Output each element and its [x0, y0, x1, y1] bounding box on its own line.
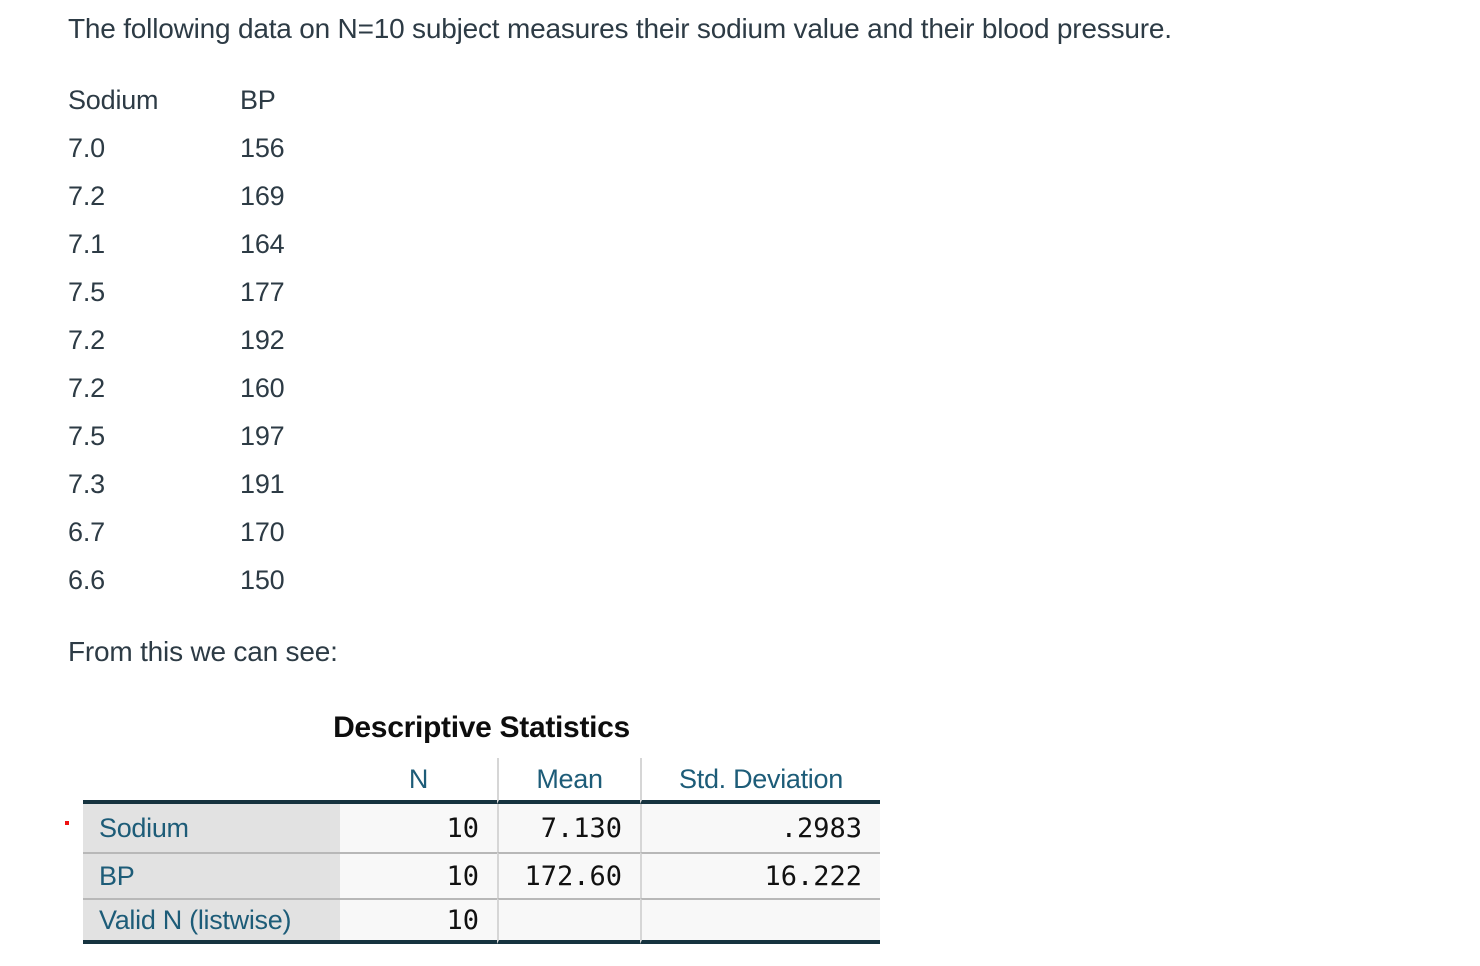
list-cell-bp: 169 — [240, 180, 285, 211]
stats-cell-mean: 172.60 — [497, 852, 640, 898]
stats-header-blank — [83, 758, 340, 804]
stats-table-title: Descriptive Statistics — [333, 711, 630, 744]
list-cell-sodium: 6.6 — [68, 564, 105, 595]
intro-text: The following data on N=10 subject measu… — [68, 13, 1172, 44]
stats-cell-n: 10 — [340, 852, 497, 898]
list-cell-bp: 170 — [240, 516, 285, 547]
list-cell-bp: 177 — [240, 276, 285, 307]
red-dot-marker — [65, 821, 69, 825]
list-header-bp: BP — [240, 84, 276, 115]
descriptive-statistics-block: Descriptive Statistics N Mean Std. Devia… — [83, 706, 880, 944]
list-cell-sodium: 7.2 — [68, 372, 105, 403]
list-cell-sodium: 7.5 — [68, 276, 105, 307]
stats-cell-n: 10 — [340, 804, 497, 852]
list-cell-bp: 192 — [240, 324, 285, 355]
stats-header-std: Std. Deviation — [640, 758, 880, 804]
list-cell-bp: 156 — [240, 132, 285, 163]
stats-cell-std: 16.222 — [640, 852, 880, 898]
leadout-text: From this we can see: — [68, 636, 338, 667]
list-cell-bp: 164 — [240, 228, 285, 259]
stats-cell-n: 10 — [340, 898, 497, 944]
stats-cell-std: .2983 — [640, 804, 880, 852]
list-cell-sodium: 7.2 — [68, 180, 105, 211]
stats-row-label: Sodium — [83, 804, 340, 852]
list-cell-bp: 197 — [240, 420, 285, 451]
list-header-sodium: Sodium — [68, 84, 159, 115]
list-cell-sodium: 7.0 — [68, 132, 105, 163]
list-cell-sodium: 6.7 — [68, 516, 105, 547]
stats-header-n: N — [340, 758, 497, 804]
stats-cell-mean: 7.130 — [497, 804, 640, 852]
stats-row-label: BP — [83, 852, 340, 898]
list-cell-bp: 150 — [240, 564, 285, 595]
stats-table: N Mean Std. Deviation Sodium 10 7.130 .2… — [83, 758, 880, 944]
stats-cell-mean — [497, 898, 640, 944]
stats-header-mean: Mean — [497, 758, 640, 804]
stats-row-label: Valid N (listwise) — [83, 898, 340, 944]
list-cell-sodium: 7.3 — [68, 468, 105, 499]
stats-cell-std — [640, 898, 880, 944]
list-cell-bp: 191 — [240, 468, 285, 499]
list-cell-sodium: 7.1 — [68, 228, 105, 259]
list-cell-sodium: 7.5 — [68, 420, 105, 451]
list-cell-bp: 160 — [240, 372, 285, 403]
list-cell-sodium: 7.2 — [68, 324, 105, 355]
sodium-bp-list: Sodium BP 7.0 156 7.2 169 7.1 164 7.5 17… — [68, 76, 360, 604]
